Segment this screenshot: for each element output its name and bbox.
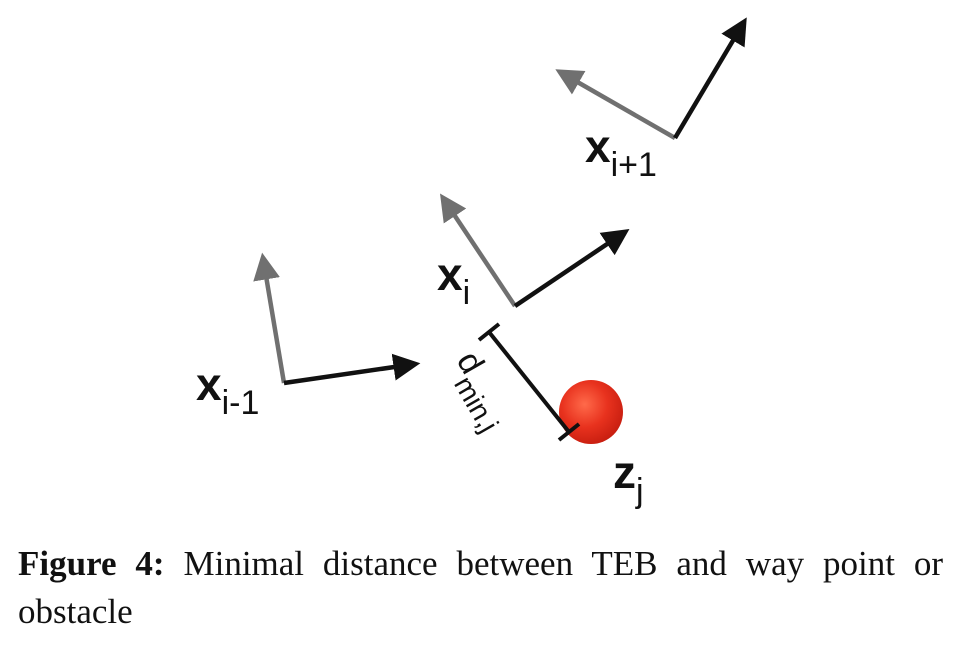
svg-text:xi: xi	[437, 248, 470, 312]
figure-caption: Figure 4: Minimal distance between TEB a…	[18, 540, 943, 636]
distance-subscript: min,j	[448, 371, 504, 438]
svg-text:xi+1: xi+1	[585, 120, 657, 184]
pose-x-i-minus-1: xi-1	[196, 258, 415, 422]
pose-label: x	[585, 120, 611, 172]
pose-x-i: xi	[437, 198, 625, 312]
obstacle-subscript: j	[635, 472, 644, 510]
pose-label: x	[437, 248, 463, 300]
pose-label: x	[196, 358, 222, 410]
forward-axis-arrow	[675, 22, 744, 138]
pose-subscript: i-1	[222, 384, 260, 422]
forward-axis-arrow	[284, 364, 415, 383]
pose-subscript: i	[463, 274, 471, 312]
forward-axis-arrow	[515, 232, 625, 306]
pose-x-i-plus-1: xi+1	[560, 22, 744, 184]
obstacle-label: z	[613, 446, 636, 498]
caption-label: Figure 4:	[18, 544, 165, 583]
min-distance-marker: dmin,j	[439, 324, 579, 440]
side-axis-arrow	[560, 72, 675, 138]
side-axis-arrow	[263, 258, 284, 383]
teb-distance-diagram: xi-1 xi xi+1 zj dmin,j	[0, 0, 959, 530]
svg-text:xi-1: xi-1	[196, 358, 259, 422]
pose-subscript: i+1	[611, 146, 657, 184]
svg-text:zj: zj	[613, 446, 644, 510]
obstacle-z-j: zj	[559, 380, 644, 510]
